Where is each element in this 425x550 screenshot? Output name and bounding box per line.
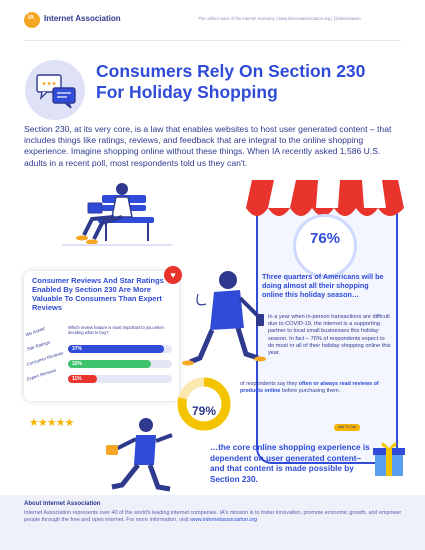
intro-paragraph: Section 230, at its very core, is a law … xyxy=(24,124,392,168)
header-divider xyxy=(24,40,401,41)
core-statement: …the core online shopping experience is … xyxy=(210,443,370,484)
stat-79-ring xyxy=(177,377,231,431)
stat-79-text-pre: of respondents say they xyxy=(240,381,299,387)
bar-fill xyxy=(68,360,151,368)
shop-awning xyxy=(246,180,404,216)
stat-76-detail: In a year when in-person transactions ar… xyxy=(268,314,391,357)
stat-79-text-post: before purchasing them. xyxy=(280,388,341,395)
stat-79-text: of respondents say they often or always … xyxy=(240,381,390,395)
reviews-card-title: Consumer Reviews And Star Ratings Enable… xyxy=(32,276,164,312)
bar-fill xyxy=(68,375,97,383)
page-title: Consumers Rely On Section 230 For Holida… xyxy=(96,61,366,102)
bar-fill xyxy=(68,345,164,353)
header-tagline: The unified voice of the internet econom… xyxy=(198,16,361,21)
chat-bubbles-icon xyxy=(25,60,85,120)
add-to-cart-button[interactable]: Add To Cart xyxy=(334,424,360,431)
stat-79-value: 79% xyxy=(191,404,217,418)
stat-76-headline: Three quarters of Americans will be doin… xyxy=(262,272,384,299)
footer xyxy=(0,495,425,550)
gift-box-icon xyxy=(373,442,405,476)
stat-76-value: 76% xyxy=(309,230,341,247)
brand-name: Internet Association xyxy=(44,14,121,23)
footer-body-text: Internet Association represents over 40 … xyxy=(24,510,402,523)
footer-body: Internet Association represents over 40 … xyxy=(24,510,402,524)
stat-79-text-bold: often or always read reviews of products… xyxy=(240,381,379,395)
footer-heading: About Internet Association xyxy=(24,501,101,507)
bar-track xyxy=(68,375,172,383)
survey-question: Which review feature is most important t… xyxy=(68,325,164,336)
ia-logo xyxy=(24,12,40,28)
footer-link[interactable]: www.internetassociation.org xyxy=(190,517,258,523)
bar-value: 37% xyxy=(72,346,83,352)
bar-value: 11% xyxy=(72,376,82,382)
person-on-bench-illustration xyxy=(62,183,172,246)
man-running-illustration xyxy=(106,418,173,492)
heart-icon: ♥ xyxy=(164,266,182,284)
logo-initials: IA xyxy=(28,15,34,21)
woman-with-phone-illustration xyxy=(182,271,266,366)
stat-76-ring xyxy=(293,214,357,278)
bar-value: 32% xyxy=(72,361,83,367)
five-stars-icon: ★★★★★ xyxy=(29,417,74,429)
